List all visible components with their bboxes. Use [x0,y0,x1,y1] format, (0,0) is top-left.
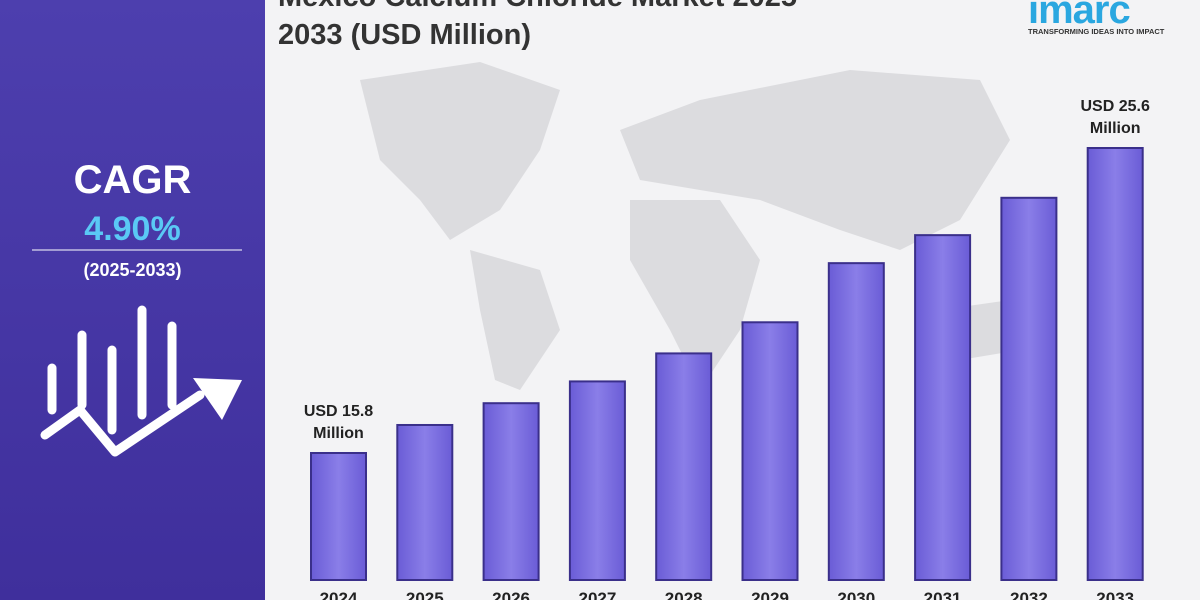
arrow-head [193,378,242,420]
chart-title: Mexico Calcium Chloride Market 2025-2033… [278,0,807,51]
cagr-label: CAGR [73,158,192,202]
bar [568,380,626,581]
value-label: USD 25.6 Million [1080,98,1150,137]
cagr-value: 4.90% [84,210,181,248]
bar [741,321,799,581]
x-tick-label: 2026 [492,589,530,600]
bar [396,423,454,582]
cagr-period: (2025-2033) [83,260,182,280]
x-tick-label: 2032 [1010,589,1048,600]
bar [1000,196,1058,581]
x-tick-label: 2025 [406,589,444,600]
x-tick-label: 2033 [1096,589,1134,600]
x-tick-label: 2031 [924,589,962,600]
logo: imarc [1028,0,1131,32]
bar [655,352,713,582]
bar [827,262,885,581]
bar [482,402,540,581]
growth-icon [40,305,205,457]
x-tick-label: 2029 [751,589,789,600]
x-tick-label: 2030 [837,589,875,600]
bar [914,234,972,581]
x-tick-label: 2028 [665,589,703,600]
bar [1086,147,1144,581]
world-map [360,62,1020,390]
value-label: USD 15.8 Million [303,403,374,442]
x-tick-label: 2024 [320,589,358,600]
bar [310,452,367,581]
logo-tagline: TRANSFORMING IDEAS INTO IMPACT [1028,27,1165,36]
x-tick-label: 2027 [578,589,616,600]
